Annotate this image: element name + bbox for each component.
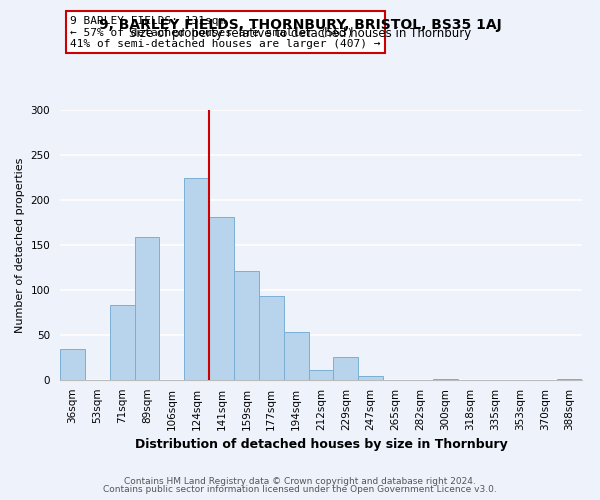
Bar (557, 379, 582, 380)
Bar (134, 237, 160, 380)
Bar (358, 376, 383, 380)
Text: Contains HM Land Registry data © Crown copyright and database right 2024.: Contains HM Land Registry data © Crown c… (124, 477, 476, 486)
Bar (259, 296, 284, 380)
Text: Contains public sector information licensed under the Open Government Licence v3: Contains public sector information licen… (103, 485, 497, 494)
Bar (60, 350, 85, 380)
Bar (184, 178, 209, 380)
Text: 9 BARLEY FIELDS: 131sqm
← 57% of detached houses are smaller (563)
41% of semi-d: 9 BARLEY FIELDS: 131sqm ← 57% of detache… (70, 16, 381, 48)
Bar (110, 306, 134, 380)
Y-axis label: Number of detached properties: Number of detached properties (15, 158, 25, 332)
Text: 9, BARLEY FIELDS, THORNBURY, BRISTOL, BS35 1AJ: 9, BARLEY FIELDS, THORNBURY, BRISTOL, BS… (98, 18, 502, 32)
X-axis label: Distribution of detached houses by size in Thornbury: Distribution of detached houses by size … (134, 438, 508, 451)
Text: Size of property relative to detached houses in Thornbury: Size of property relative to detached ho… (129, 28, 471, 40)
Bar (334, 356, 358, 380)
Bar (284, 332, 308, 380)
Bar (234, 271, 259, 380)
Bar (209, 217, 234, 380)
Bar (308, 370, 334, 380)
Bar (433, 379, 458, 380)
